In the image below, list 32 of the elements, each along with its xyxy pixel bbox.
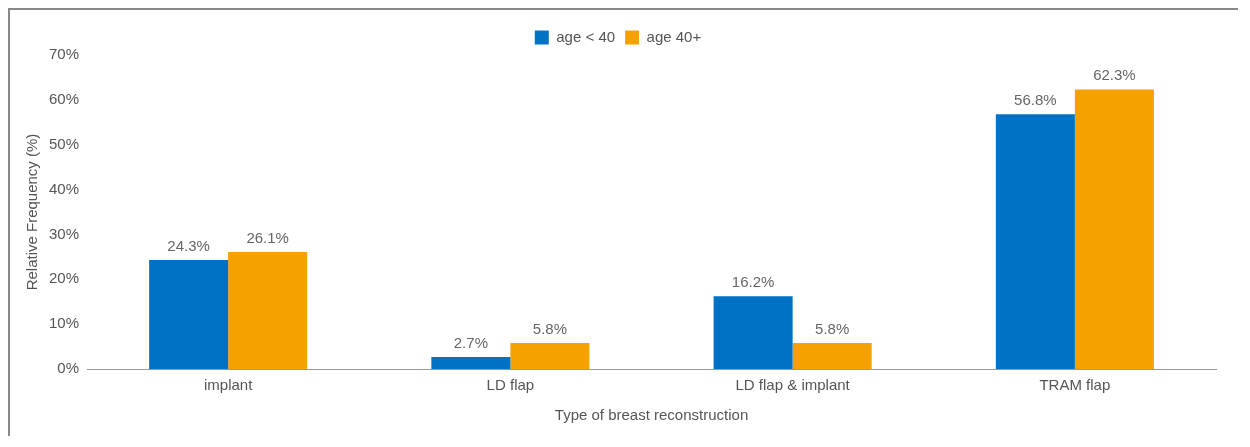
x-tick-label: LD flap	[486, 376, 535, 394]
data-label: 16.2%	[731, 272, 775, 290]
y-tick-label: 60%	[48, 90, 80, 107]
data-label: 5.8%	[815, 319, 850, 337]
y-tick-label: 0%	[57, 359, 80, 377]
bar	[431, 356, 511, 369]
y-tick-label: 10%	[48, 314, 80, 332]
x-tick-label: implant	[203, 376, 254, 394]
y-tick-label: 70%	[48, 45, 80, 63]
x-tick-label: LD flap & implant	[735, 376, 851, 394]
data-label: 2.7%	[453, 333, 488, 351]
bar	[510, 342, 590, 369]
y-tick-label: 30%	[48, 224, 80, 242]
bar	[228, 251, 308, 369]
x-tick-label: TRAM flap	[1039, 376, 1111, 394]
bar	[149, 260, 229, 369]
y-axis-title: Relative Frequency (%)	[23, 133, 41, 291]
data-label: 24.3%	[167, 236, 210, 254]
x-axis-title: Type of breast reconstruction	[554, 406, 749, 424]
data-label: 62.3%	[1093, 66, 1136, 84]
y-tick-label: 20%	[48, 269, 80, 287]
y-tick-label: 50%	[48, 134, 80, 152]
legend-label: age < 40	[556, 27, 616, 45]
data-label: 56.8%	[1014, 90, 1057, 108]
bar	[995, 114, 1075, 369]
bar	[713, 296, 793, 369]
data-label: 5.8%	[532, 319, 567, 337]
bar	[792, 342, 872, 369]
y-tick-label: 40%	[48, 179, 80, 197]
legend-label: age 40+	[646, 27, 702, 45]
bar	[1074, 89, 1154, 369]
data-label: 26.1%	[246, 228, 289, 246]
